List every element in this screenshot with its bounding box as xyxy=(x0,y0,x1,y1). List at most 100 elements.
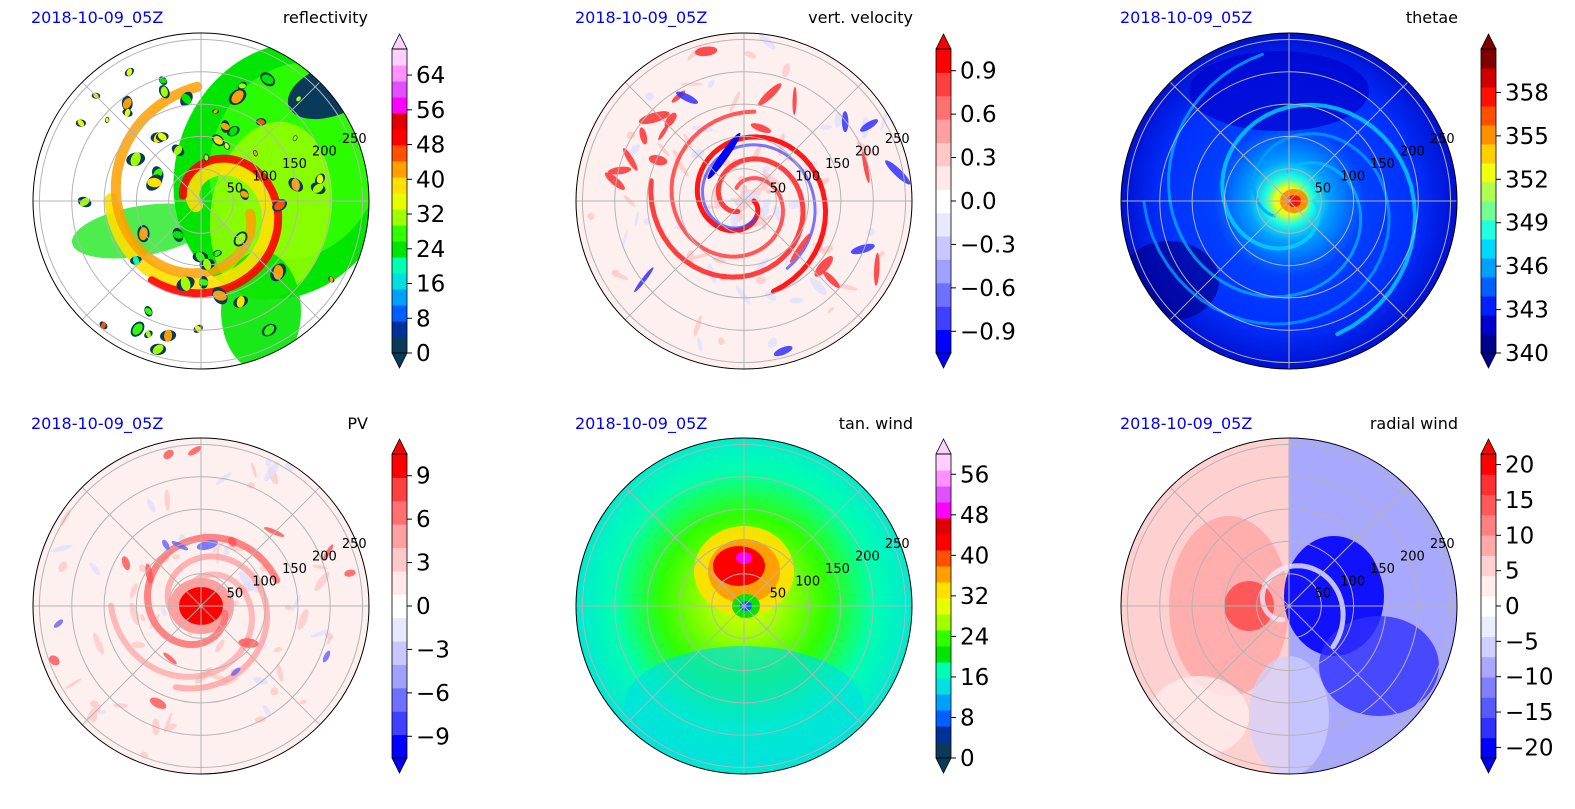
panel-title: PV xyxy=(347,414,368,433)
colorbar-segment xyxy=(1481,717,1496,739)
ring-label: 150 xyxy=(1370,157,1395,172)
colorbar-tick-label: 56 xyxy=(416,98,445,124)
colorbar-tick-label: −10 xyxy=(1505,665,1554,691)
colorbar-segment xyxy=(936,470,951,487)
colorbar-segment xyxy=(1481,514,1496,536)
colorbar-tick-label: 16 xyxy=(416,272,445,298)
colorbar-segment xyxy=(392,49,407,66)
colorbar-segment xyxy=(1481,676,1496,698)
colorbar-tick-label: 352 xyxy=(1505,167,1549,193)
colorbar-extend-min xyxy=(1480,352,1497,369)
polar-frame xyxy=(32,32,370,370)
radial-spoke xyxy=(1288,200,1409,321)
radial-spoke xyxy=(624,605,745,726)
colorbar-segment xyxy=(392,161,407,178)
colorbar-tick-label: 24 xyxy=(960,624,989,650)
colorbar-segment xyxy=(936,282,951,307)
colorbar-segment xyxy=(936,72,951,97)
colorbar: 340 343 346 349 352 355 358 xyxy=(1480,33,1549,369)
colorbar-tick-label: 340 xyxy=(1505,341,1549,367)
colorbar-tick-label: 48 xyxy=(416,133,445,159)
colorbar-tick-label: 0.0 xyxy=(960,189,997,215)
ring-label: 250 xyxy=(342,132,367,147)
radial-spoke xyxy=(1169,605,1290,726)
colorbar-extend-min xyxy=(935,352,952,369)
colorbar-tick-label: −20 xyxy=(1505,735,1554,761)
colorbar-extend-max xyxy=(391,438,408,455)
colorbar-segment xyxy=(392,225,407,242)
polar-frame xyxy=(32,437,370,775)
colorbar-tick-label: 349 xyxy=(1505,211,1549,237)
radial-spoke xyxy=(743,81,864,202)
colorbar-tick-label: 0 xyxy=(416,341,431,367)
panel-title: vert. velocity xyxy=(808,8,913,27)
colorbar-segment xyxy=(936,678,951,695)
colorbar-tick-label: 56 xyxy=(960,462,989,488)
colorbar-segment xyxy=(936,165,951,190)
colorbar-segment xyxy=(936,518,951,535)
colorbar-extend-min xyxy=(1480,757,1497,774)
ring-label: 250 xyxy=(885,537,910,552)
colorbar-tick-label: −0.9 xyxy=(960,319,1016,345)
colorbar: 0 8 16 24 32 40 48 56 xyxy=(935,438,989,774)
colorbar-segment xyxy=(1481,595,1496,617)
panel-radial-wind: 2018-10-09_05Z radial wind501001502002502… xyxy=(1120,414,1554,775)
colorbar-segment xyxy=(1481,555,1496,577)
colorbar-tick-label: 24 xyxy=(416,237,445,263)
colorbar-segment xyxy=(1481,68,1496,88)
colorbar-segment xyxy=(392,664,407,689)
polar-frame xyxy=(575,32,913,370)
colorbar-tick-label: 355 xyxy=(1505,124,1549,150)
colorbar-tick-label: −9 xyxy=(416,724,450,750)
colorbar-segment xyxy=(392,337,407,354)
ring-label: 50 xyxy=(227,587,244,602)
panel-title: reflectivity xyxy=(283,8,368,27)
colorbar-tick-label: 40 xyxy=(960,543,989,569)
radial-spoke xyxy=(1288,81,1409,202)
colorbar-segment xyxy=(1481,494,1496,516)
ring-label: 150 xyxy=(825,562,850,577)
panel-title: tan. wind xyxy=(839,414,913,433)
ring-label: 200 xyxy=(855,145,880,160)
colorbar: 0.9 0.6 0.3 0.0 −0.3 −0.6 −0.9 xyxy=(935,33,1016,369)
colorbar-tick-label: −5 xyxy=(1505,629,1539,655)
colorbar: 20 15 10 5 0 −5 −10 −15 −20 xyxy=(1480,438,1554,774)
colorbar-segment xyxy=(936,566,951,583)
colorbar-segment xyxy=(1481,106,1496,126)
colorbar-segment xyxy=(392,641,407,665)
colorbar-segment xyxy=(392,209,407,226)
colorbar-extend-min xyxy=(391,352,408,369)
colorbar-segment xyxy=(392,687,407,712)
polar-grid xyxy=(1121,438,1457,774)
ring-label: 150 xyxy=(282,562,307,577)
colorbar-extend-max xyxy=(1480,33,1497,50)
panel-theta-e: 2018-10-09_05Z thetae 50 100 150 200 250 340 343… xyxy=(1120,8,1549,370)
ring-label: 150 xyxy=(282,157,307,172)
ring-label: 250 xyxy=(1430,132,1455,147)
colorbar-tick-label: 5 xyxy=(1505,559,1520,585)
colorbar-segment xyxy=(392,477,407,502)
colorbar-segment xyxy=(392,305,407,322)
colorbar-extend-max xyxy=(391,33,408,50)
radial-spoke xyxy=(200,81,321,202)
colorbar-segment xyxy=(936,646,951,663)
colorbar-tick-label: 9 xyxy=(416,464,431,490)
colorbar-tick-label: 16 xyxy=(960,665,989,691)
radial-spoke xyxy=(1169,81,1290,202)
colorbar-segment xyxy=(392,193,407,210)
colorbar-segment xyxy=(392,547,407,572)
colorbar-segment xyxy=(936,119,951,144)
ring-label: 250 xyxy=(885,132,910,147)
radial-spoke xyxy=(743,605,864,726)
ring-label: 50 xyxy=(770,587,787,602)
colorbar-segment xyxy=(392,257,407,274)
colorbar-segment xyxy=(936,259,951,284)
colorbar-segment xyxy=(392,113,407,130)
polar-frame xyxy=(1120,437,1458,775)
ring-label: 100 xyxy=(1340,169,1365,184)
colorbar-tick-label: 0.9 xyxy=(960,59,997,85)
polar-grid xyxy=(33,33,369,369)
panel-date-label: 2018-10-09_05Z xyxy=(31,414,163,434)
panel-potential-vorticity: 2018-10-09_05Z PV 50 100 150 200 250 9 6 3 0 −3 −6 −9 xyxy=(31,414,450,775)
colorbar-frame xyxy=(1480,48,1497,354)
